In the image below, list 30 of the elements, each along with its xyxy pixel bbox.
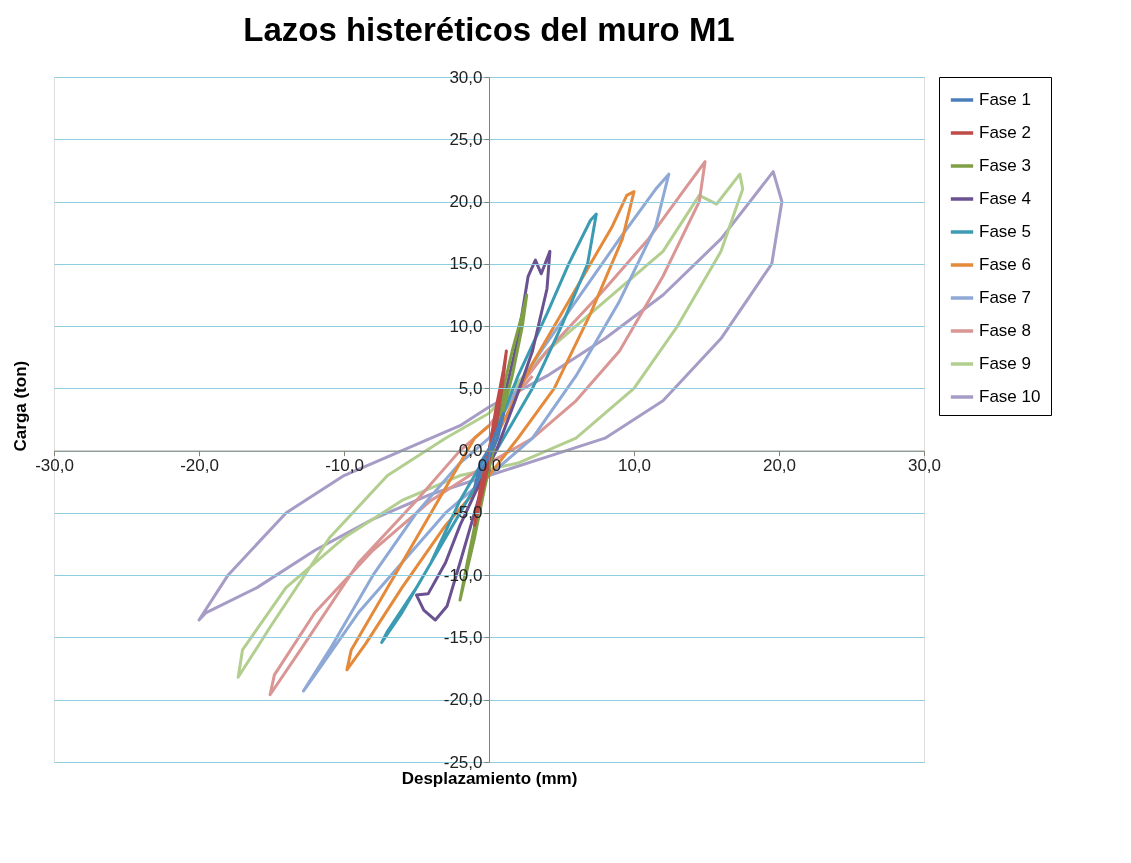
legend-label: Fase 10: [979, 387, 1041, 406]
x-tick-label: 10,0: [617, 456, 652, 476]
y-tick-label: 5,0: [458, 378, 483, 398]
y-tick-label: 15,0: [449, 254, 483, 274]
y-tick-label: 20,0: [449, 192, 483, 212]
x-tick-label: -10,0: [325, 456, 364, 476]
x-tick-label: -20,0: [180, 456, 219, 476]
x-tick-label: 30,0: [907, 456, 942, 476]
y-axis-title: Carga (ton): [10, 360, 30, 452]
legend-label: Fase 7: [979, 288, 1031, 307]
y-tick-label: 30,0: [449, 67, 483, 87]
y-tick-label: -25,0: [443, 752, 483, 772]
legend-label: Fase 6: [979, 255, 1031, 274]
y-tick-label: -10,0: [443, 565, 483, 585]
legend-label: Fase 8: [979, 321, 1031, 340]
legend-label: Fase 5: [979, 222, 1031, 241]
y-tick-label: 0,0: [458, 441, 483, 461]
chart-title: Lazos histeréticos del muro M1: [243, 11, 735, 48]
legend-label: Fase 2: [979, 123, 1031, 142]
x-tick-label: 20,0: [762, 456, 797, 476]
legend-label: Fase 1: [979, 90, 1031, 109]
legend-label: Fase 9: [979, 354, 1031, 373]
y-tick-label: 10,0: [449, 316, 483, 336]
legend-label: Fase 4: [979, 189, 1031, 208]
x-tick-label: -30,0: [35, 456, 74, 476]
y-tick-label: 25,0: [449, 129, 483, 149]
y-tick-label: -15,0: [443, 627, 483, 647]
y-tick-label: -20,0: [443, 690, 483, 710]
legend-label: Fase 3: [979, 156, 1031, 175]
y-tick-label: -5,0: [453, 503, 483, 523]
